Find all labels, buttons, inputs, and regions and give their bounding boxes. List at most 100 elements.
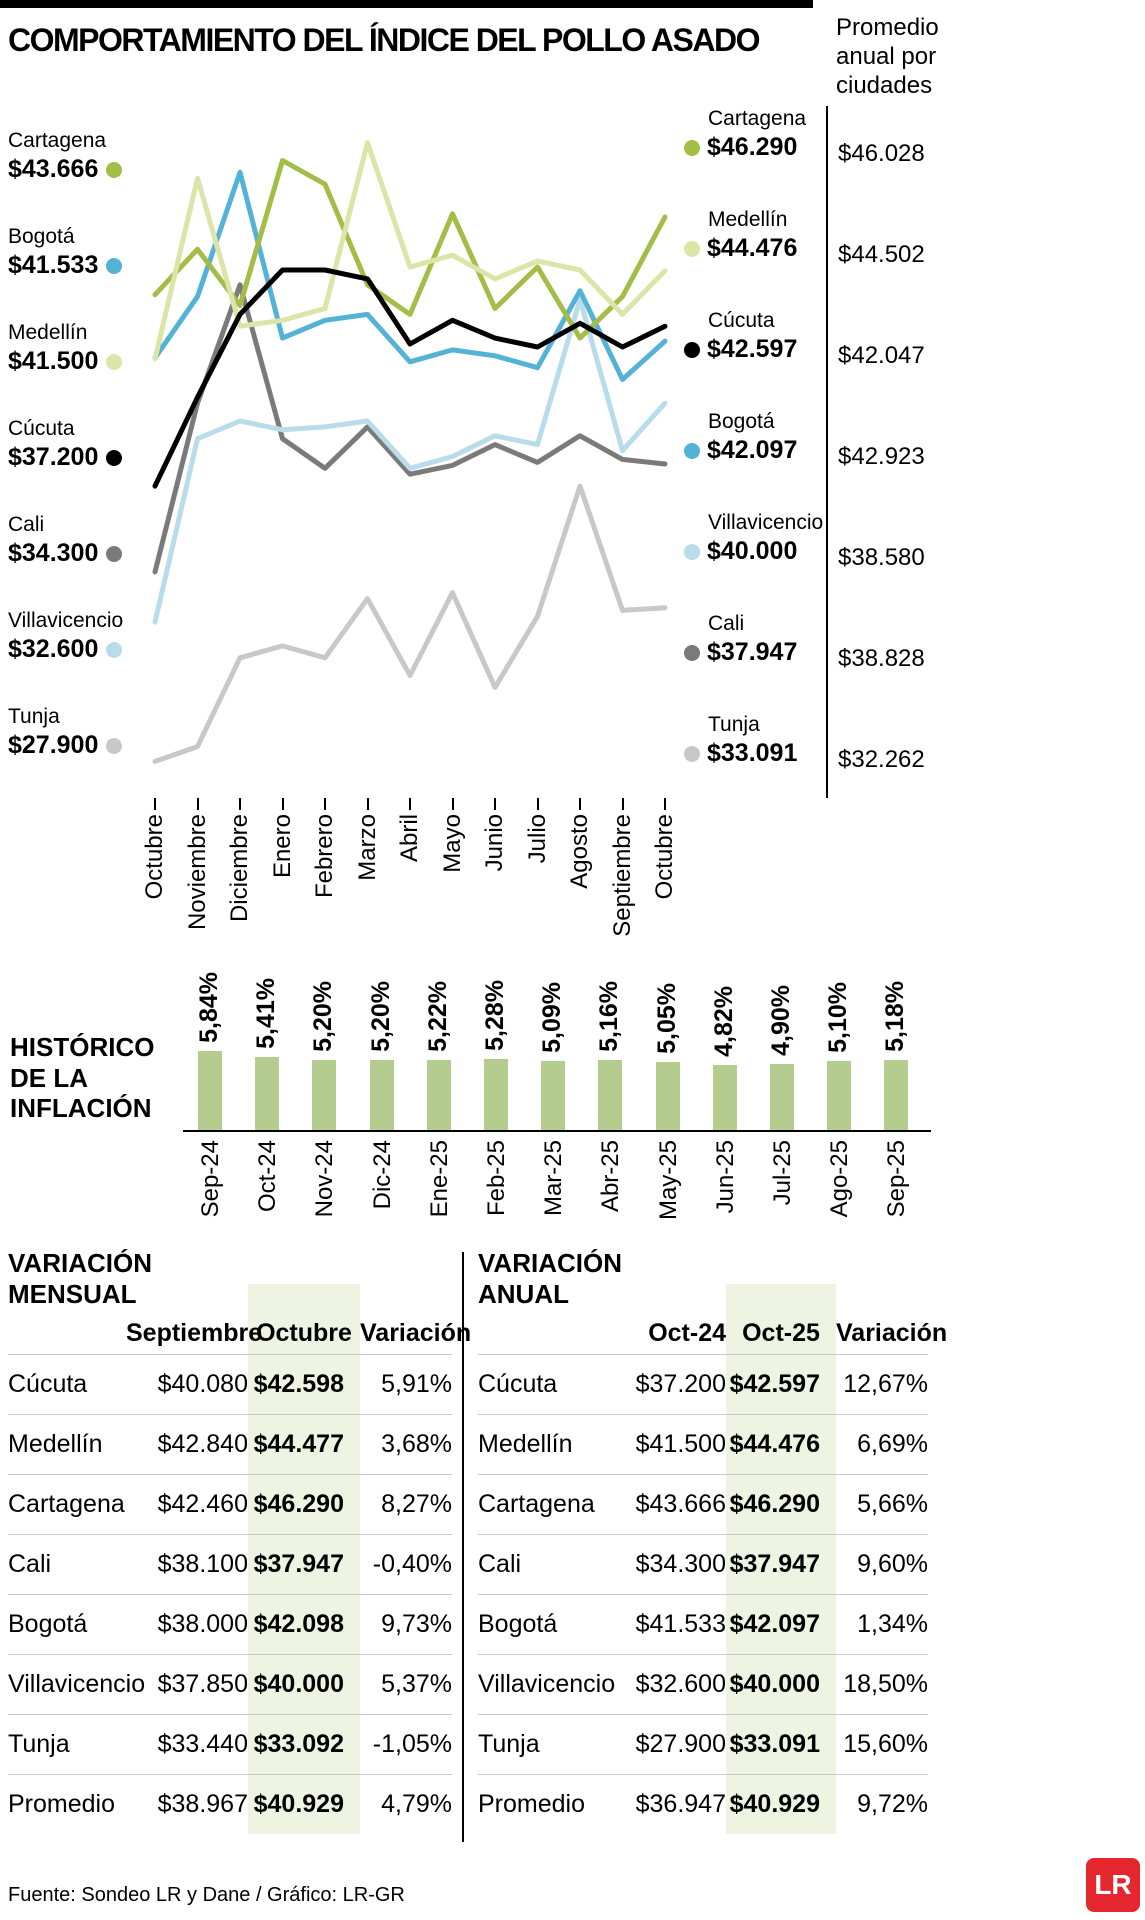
end-value: $42.097 bbox=[707, 436, 798, 464]
row-current-value: $44.476 bbox=[729, 1430, 820, 1458]
row-variation: 4,79% bbox=[381, 1790, 452, 1818]
row-variation: 15,60% bbox=[843, 1730, 928, 1758]
table-row: Medellín $41.500 $44.476 6,69% bbox=[478, 1414, 928, 1474]
row-variation: 5,91% bbox=[381, 1370, 452, 1398]
city-name: Villavicencio bbox=[8, 609, 124, 632]
month-label: Junio bbox=[481, 814, 508, 872]
vertical-divider bbox=[826, 106, 828, 798]
row-prev-value: $38.967 bbox=[157, 1790, 248, 1818]
month-label: Agosto bbox=[566, 814, 593, 889]
start-value-line: $27.900 bbox=[8, 730, 148, 760]
month-tick bbox=[366, 798, 369, 810]
legend-start-item: Bogotá $41.533 bbox=[8, 224, 148, 280]
start-value-line: $41.500 bbox=[8, 346, 148, 376]
table-row: Cali $38.100 $37.947 -0,40% bbox=[8, 1534, 452, 1594]
inflation-bar bbox=[426, 1059, 451, 1130]
inflation-bar bbox=[255, 1056, 280, 1130]
table-title: VARIACIÓN MENSUAL bbox=[8, 1248, 152, 1309]
row-variation: 9,72% bbox=[857, 1790, 928, 1818]
legend-start-item: Villavicencio $32.600 bbox=[8, 608, 148, 664]
end-value: $42.597 bbox=[707, 335, 798, 363]
month-label: Noviembre bbox=[183, 814, 211, 931]
annual-average-value: $32.262 bbox=[838, 746, 925, 773]
row-city: Medellín bbox=[8, 1430, 103, 1458]
month-label: Abril bbox=[396, 814, 423, 863]
table-row: Cartagena $43.666 $46.290 5,66% bbox=[478, 1474, 928, 1534]
table-row: Promedio $38.967 $40.929 4,79% bbox=[8, 1774, 452, 1834]
inflation-value-label: 5,10% bbox=[824, 982, 853, 1054]
legend-end-item: Medellín $44.476 bbox=[684, 207, 829, 308]
row-variation: 9,73% bbox=[381, 1610, 452, 1638]
row-current-value: $37.947 bbox=[253, 1550, 344, 1578]
series-color-dot bbox=[106, 162, 123, 178]
inflation-bar bbox=[312, 1059, 337, 1130]
annual-average-header: Promedio anual por ciudades bbox=[836, 14, 939, 99]
inflation-month-label: Feb-25 bbox=[483, 1140, 510, 1217]
inflation-value-label: 5,84% bbox=[195, 972, 223, 1044]
city-name: Cúcuta bbox=[708, 309, 775, 332]
row-current-value: $33.091 bbox=[729, 1730, 820, 1758]
end-value: $44.476 bbox=[707, 234, 798, 262]
row-current-value: $40.929 bbox=[729, 1790, 820, 1818]
inflation-month-label: Sep-25 bbox=[883, 1140, 911, 1218]
table-title: VARIACIÓN ANUAL bbox=[478, 1248, 622, 1309]
row-city: Bogotá bbox=[478, 1610, 558, 1638]
city-name: Tunja bbox=[8, 705, 60, 728]
inflation-value-label: 5,05% bbox=[652, 982, 681, 1054]
legend-end-item: Cali $37.947 bbox=[684, 611, 829, 712]
row-prev-value: $42.460 bbox=[157, 1490, 248, 1518]
row-current-value: $44.477 bbox=[253, 1430, 344, 1458]
inflation-month-label: Nov-24 bbox=[311, 1140, 339, 1218]
series-color-dot bbox=[106, 258, 123, 274]
series-line bbox=[152, 158, 668, 341]
city-name: Cúcuta bbox=[8, 417, 75, 440]
inflation-month-label: Jul-25 bbox=[769, 1140, 796, 1206]
start-value-line: $34.300 bbox=[8, 538, 148, 568]
month-tick bbox=[664, 798, 666, 810]
table-header: Septiembre Octubre Variación bbox=[8, 1310, 471, 1354]
inflation-month-label: May-25 bbox=[654, 1140, 682, 1221]
row-prev-value: $38.000 bbox=[157, 1610, 248, 1638]
inflation-bar bbox=[712, 1064, 737, 1130]
month-tick bbox=[324, 798, 326, 810]
row-prev-value: $34.300 bbox=[635, 1550, 726, 1578]
month-tick bbox=[621, 798, 624, 810]
month-label: Marzo bbox=[353, 814, 381, 881]
end-value: $46.290 bbox=[707, 133, 798, 161]
month-tick bbox=[494, 798, 496, 810]
row-variation: 18,50% bbox=[843, 1670, 928, 1698]
city-name: Cartagena bbox=[8, 129, 107, 152]
series-line bbox=[152, 282, 668, 575]
table-row: Cartagena $42.460 $46.290 8,27% bbox=[8, 1474, 452, 1534]
start-value: $27.900 bbox=[8, 731, 99, 759]
row-variation: 12,67% bbox=[843, 1370, 928, 1398]
end-value: $33.091 bbox=[707, 739, 798, 767]
table-row: Villavicencio $37.850 $40.000 5,37% bbox=[8, 1654, 452, 1714]
row-prev-value: $33.440 bbox=[157, 1730, 248, 1758]
start-value-line: $32.600 bbox=[8, 634, 148, 664]
row-variation: -0,40% bbox=[372, 1550, 452, 1578]
row-current-value: $46.290 bbox=[729, 1490, 820, 1518]
row-city: Villavicencio bbox=[478, 1670, 616, 1698]
row-prev-value: $32.600 bbox=[635, 1670, 726, 1698]
month-label: Septiembre bbox=[608, 814, 636, 937]
inflation-value-label: 5,22% bbox=[423, 980, 452, 1052]
end-value-line: $33.091 bbox=[684, 738, 829, 768]
legend-end-item: Bogotá $42.097 bbox=[684, 409, 829, 510]
legend-end-item: Cartagena $46.290 bbox=[684, 106, 829, 207]
inflation-month-label: Mar-25 bbox=[540, 1140, 568, 1217]
annual-averages-column: $46.028 $44.502 $42.047 $42.923 $38.580 $38.8… bbox=[838, 140, 948, 847]
inflation-month-label: Ago-25 bbox=[826, 1140, 854, 1218]
row-current-value: $40.000 bbox=[729, 1670, 820, 1698]
legend-start-item: Cartagena $43.666 bbox=[8, 128, 148, 184]
month-label: Julio bbox=[523, 814, 551, 864]
row-variation: 1,34% bbox=[857, 1610, 928, 1638]
inflation-value-label: 5,16% bbox=[595, 981, 624, 1053]
column-header: Oct-24 bbox=[648, 1319, 726, 1347]
row-prev-value: $27.900 bbox=[635, 1730, 726, 1758]
row-prev-value: $42.840 bbox=[157, 1430, 248, 1458]
page-title: COMPORTAMIENTO DEL ÍNDICE DEL POLLO ASAD… bbox=[8, 22, 760, 58]
month-label: Enero bbox=[268, 814, 296, 879]
start-value: $41.533 bbox=[8, 251, 99, 279]
